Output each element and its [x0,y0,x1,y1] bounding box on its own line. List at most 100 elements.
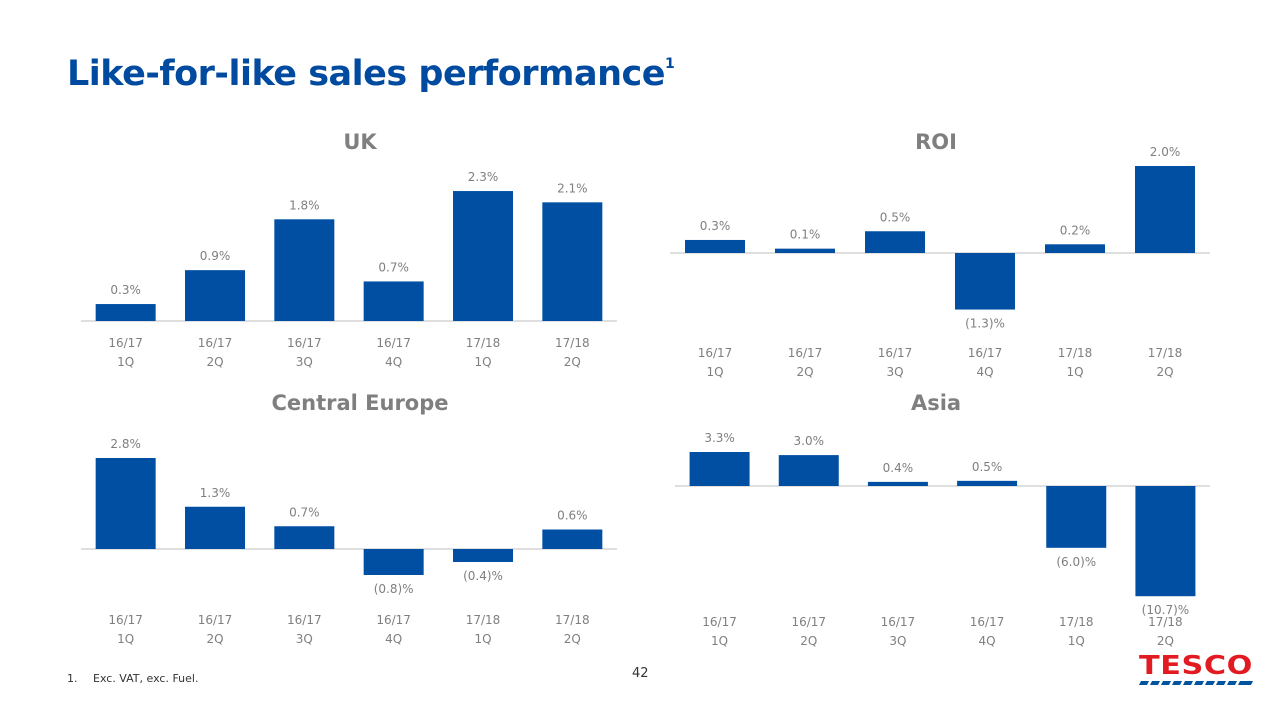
asia-bar [957,480,1018,486]
central-europe-tick-label-quarter: 3Q [296,632,313,646]
uk-bar [95,304,156,321]
svg-text:TESCO: TESCO [1139,651,1253,681]
uk-tick-label-year: 16/17 [287,336,322,350]
central-europe-tick-label-year: 16/17 [198,613,233,627]
roi-tick-label-quarter: 1Q [1066,365,1083,379]
uk-tick-label-quarter: 4Q [385,355,402,369]
uk-tick-label-quarter: 2Q [564,355,581,369]
central-europe-tick-label-quarter: 2Q [206,632,223,646]
page-number: 42 [632,666,649,681]
central-europe-tick-label-quarter: 1Q [117,632,134,646]
asia-tick-label-year: 16/17 [702,615,737,629]
asia-chart-title: Asia [911,391,961,415]
uk-data-label: 0.3% [110,283,141,297]
central-europe-tick-label-year: 17/18 [555,613,590,627]
roi-data-label: 0.2% [1060,223,1091,237]
uk-data-label: 1.8% [289,198,320,212]
roi-data-label: (1.3)% [965,317,1005,331]
asia-tick-label-year: 16/17 [881,615,916,629]
asia-bar [1046,486,1107,548]
central-europe-bar [95,458,156,549]
central-europe-data-label: 0.7% [289,505,320,519]
uk-tick-label-quarter: 3Q [296,355,313,369]
central-europe-tick-label-year: 16/17 [287,613,322,627]
roi-tick-label-year: 16/17 [788,346,823,360]
asia-tick-label-year: 16/17 [970,615,1005,629]
roi-tick-label-year: 16/17 [698,346,733,360]
asia-bar [778,455,839,486]
uk-data-label: 0.9% [200,249,231,263]
roi-tick-label-quarter: 2Q [1156,365,1173,379]
central-europe-tick-label-year: 16/17 [108,613,143,627]
asia-data-label: 3.0% [794,434,825,448]
asia-tick-label-year: 17/18 [1148,615,1183,629]
uk-tick-label-quarter: 2Q [206,355,223,369]
asia-tick-label-quarter: 4Q [979,634,996,648]
uk-bar [453,191,513,321]
asia-tick-label-quarter: 1Q [711,634,728,648]
roi-bar [1135,166,1195,253]
roi-tick-label-year: 17/18 [1148,346,1183,360]
uk-tick-label-year: 16/17 [108,336,143,350]
central-europe-tick-label-year: 17/18 [466,613,501,627]
asia-tick-label-year: 17/18 [1059,615,1094,629]
central-europe-bar [542,529,603,549]
asia-tick-label-quarter: 2Q [1157,634,1174,648]
asia-tick-label-quarter: 3Q [889,634,906,648]
footnote: 1. Exc. VAT, exc. Fuel. [67,672,198,685]
uk-tick-label-year: 16/17 [376,336,411,350]
roi-tick-label-quarter: 2Q [796,365,813,379]
roi-data-label: 0.1% [790,228,821,242]
central-europe-data-label: 0.6% [557,509,588,523]
central-europe-chart-title: Central Europe [271,391,448,415]
uk-tick-label-quarter: 1Q [117,355,134,369]
roi-chart-title: ROI [915,130,957,154]
asia-bar [689,452,750,486]
page-title-text: Like-for-like sales performance [67,54,666,94]
central-europe-tick-label-quarter: 1Q [474,632,491,646]
central-europe-tick-label-quarter: 2Q [564,632,581,646]
roi-data-label: 0.3% [700,219,731,233]
asia-data-label: 0.4% [883,461,914,475]
roi-tick-label-year: 16/17 [968,346,1003,360]
uk-chart-title: UK [343,130,377,154]
central-europe-bar [363,549,424,575]
roi-bar [955,253,1015,310]
asia-tick-label-year: 16/17 [791,615,826,629]
asia-data-label: 3.3% [704,431,735,445]
roi-bar [685,239,745,253]
roi-tick-label-quarter: 3Q [886,365,903,379]
asia-data-label: 0.5% [972,460,1003,474]
central-europe-bar [185,506,245,549]
central-europe-tick-label-year: 16/17 [376,613,411,627]
page-title: Like-for-like sales performance1 [67,54,675,94]
roi-data-label: 2.0% [1150,145,1181,159]
asia-bar [1135,486,1196,597]
roi-tick-label-quarter: 4Q [976,365,993,379]
central-europe-bar [453,549,513,562]
tesco-logo: TESCO [1139,651,1253,685]
footnote-text: Exc. VAT, exc. Fuel. [93,672,199,685]
title-footnote-marker: 1 [665,56,675,73]
uk-bar [363,281,424,321]
uk-bar [185,270,245,321]
uk-tick-label-quarter: 1Q [474,355,491,369]
roi-tick-label-quarter: 1Q [706,365,723,379]
roi-data-label: 0.5% [880,210,911,224]
uk-tick-label-year: 16/17 [198,336,233,350]
uk-tick-label-year: 17/18 [555,336,590,350]
central-europe-data-label: 2.8% [110,437,141,451]
uk-bar [542,202,603,321]
central-europe-data-label: (0.8)% [374,582,414,596]
central-europe-data-label: (0.4)% [463,569,503,583]
roi-bar [1045,244,1105,253]
footnote-number: 1. [67,672,78,685]
uk-bar [274,219,335,321]
roi-bar [865,231,925,253]
asia-tick-label-quarter: 2Q [800,634,817,648]
asia-tick-label-quarter: 1Q [1068,634,1085,648]
